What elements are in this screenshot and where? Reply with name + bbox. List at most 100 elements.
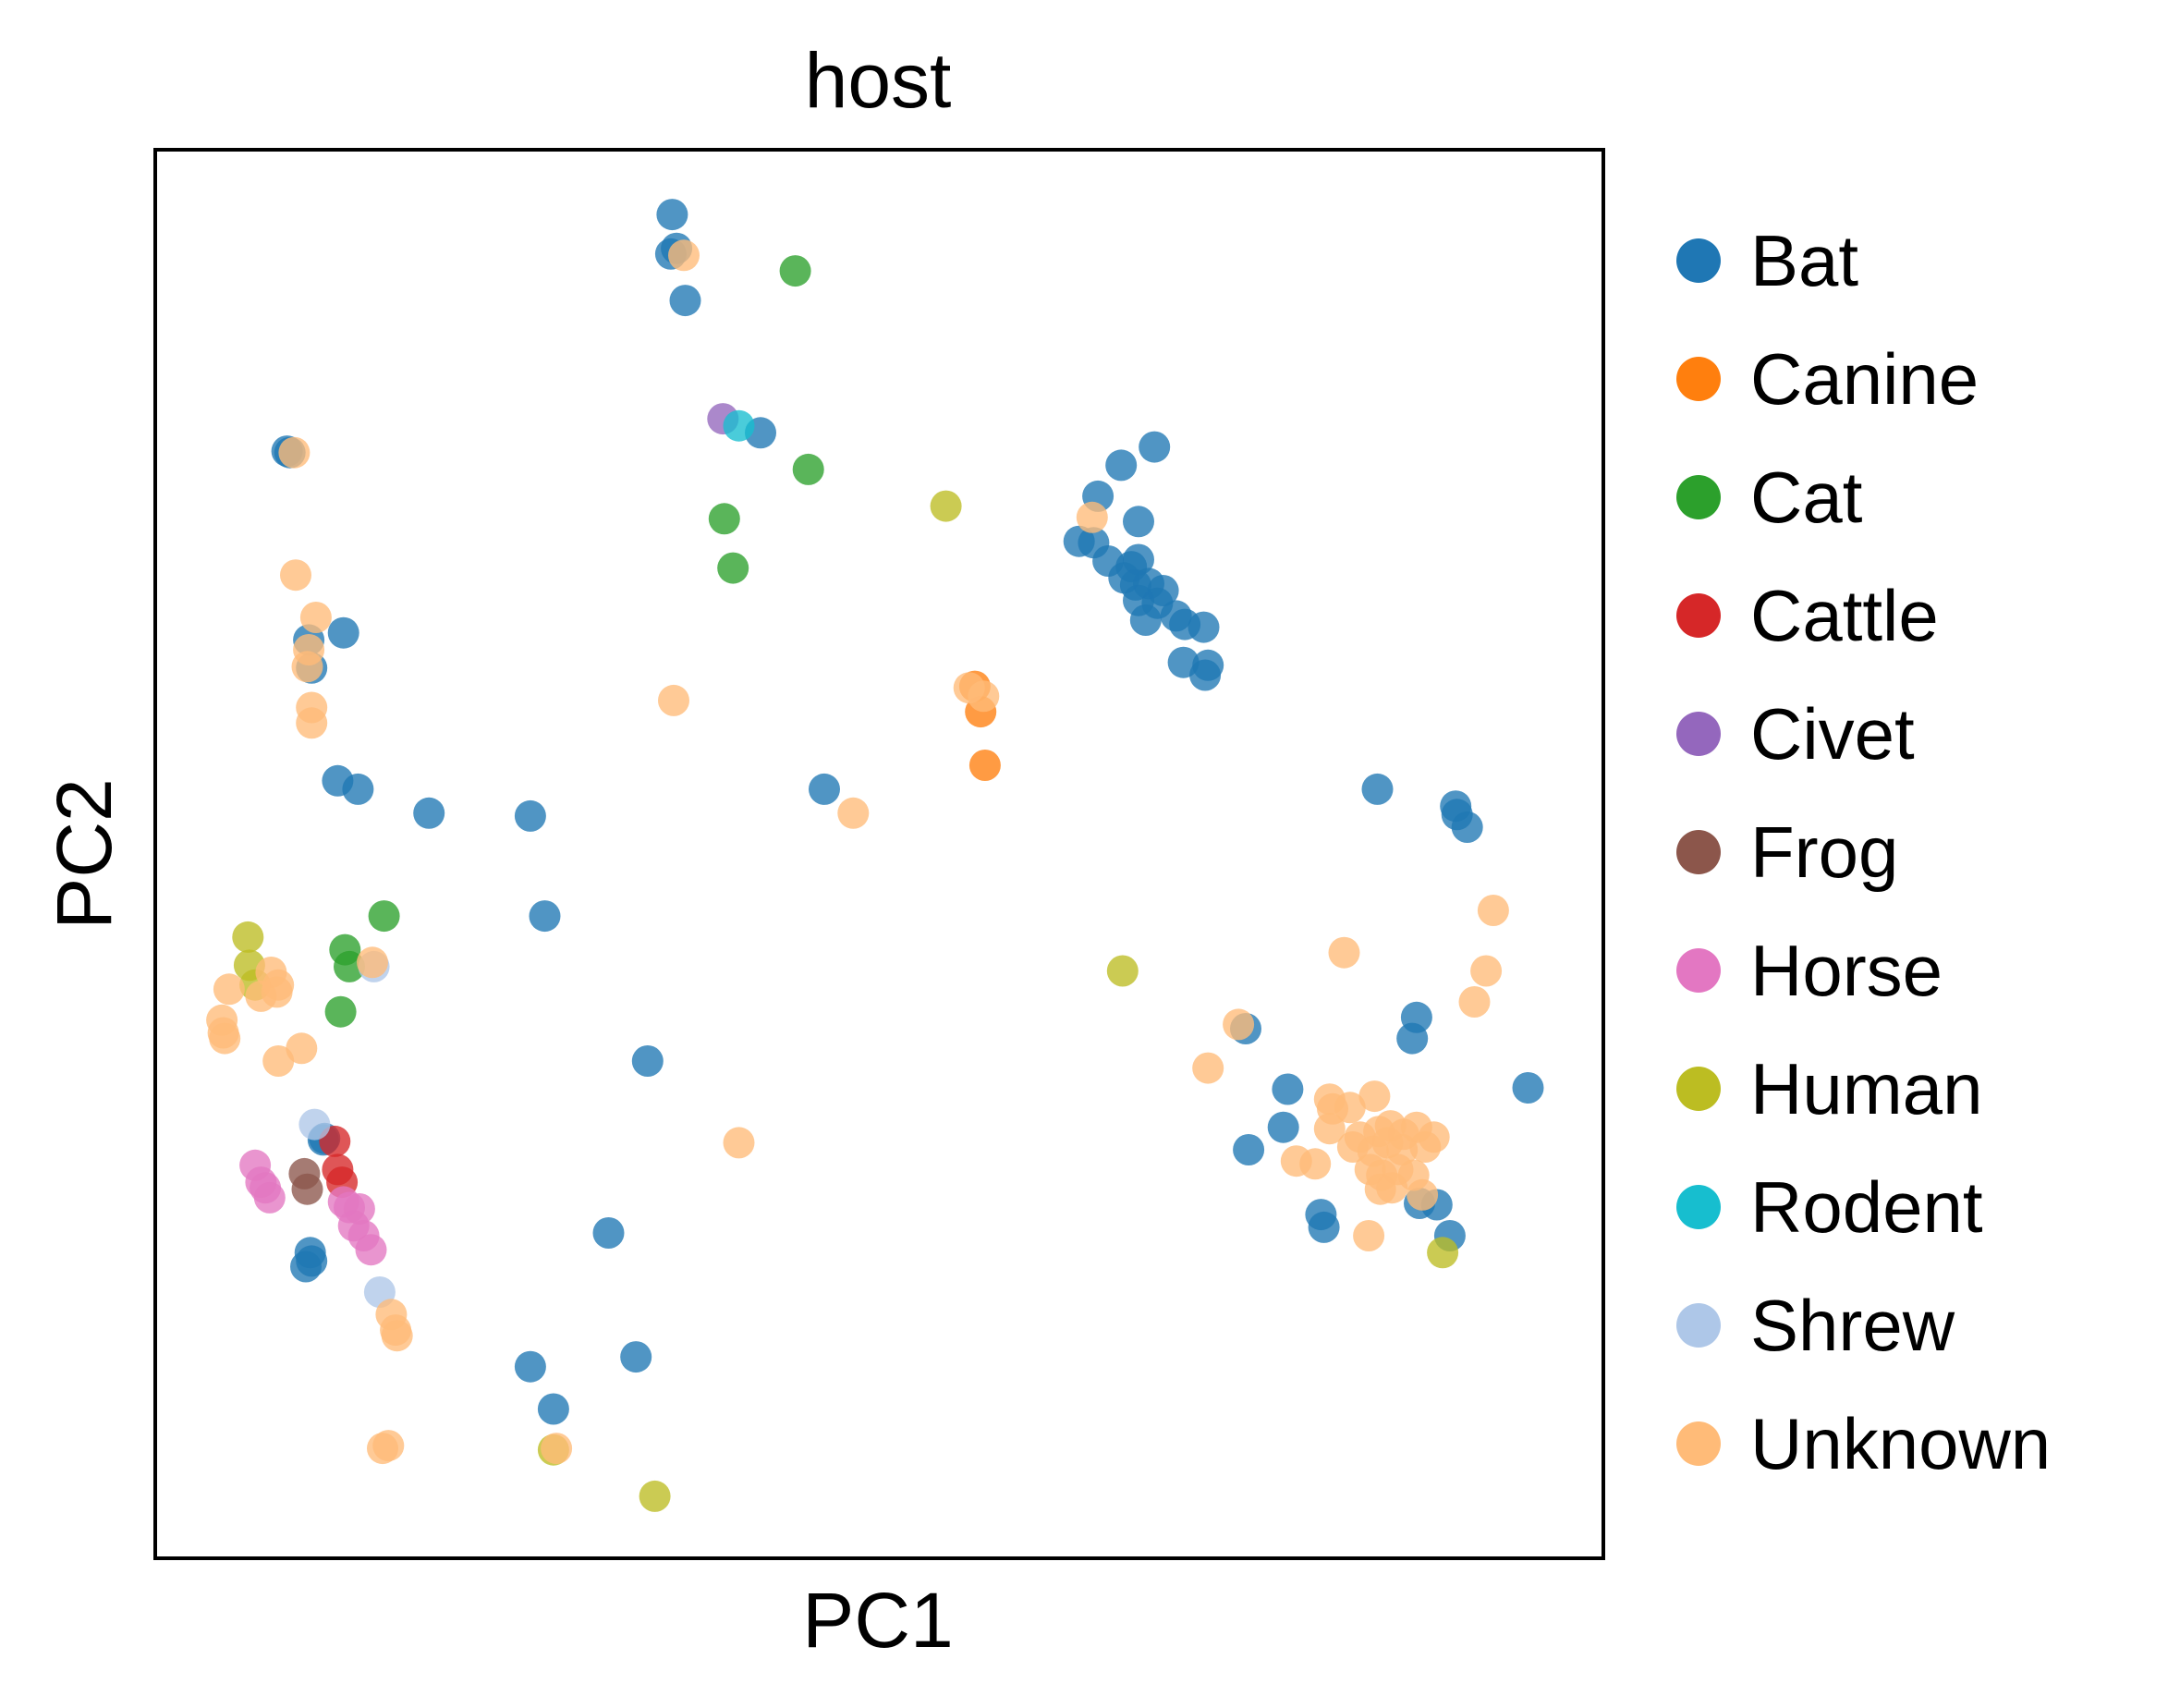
point-bat-26 (1105, 449, 1138, 482)
point-frog-1 (291, 1173, 323, 1205)
legend-label-cattle: Cattle (1750, 575, 1939, 656)
point-unknown-54 (1299, 1148, 1332, 1180)
legend: Bat Canine Cat Cattle Civet Frog Horse Human Rod… (1676, 220, 2051, 1484)
point-bat-14 (529, 900, 561, 933)
point-unknown-10 (968, 680, 1000, 713)
legend-label-unknown: Unknown (1750, 1403, 2051, 1484)
point-cat-1 (792, 453, 824, 485)
point-unknown-22 (286, 1032, 318, 1065)
point-unknown-1 (278, 436, 311, 469)
point-human-4 (1106, 955, 1139, 987)
point-bat-58 (1233, 1134, 1265, 1165)
x-axis-label: PC1 (802, 1577, 953, 1664)
point-bat-7 (327, 616, 359, 649)
point-human-1 (232, 921, 264, 953)
point-bat-57 (1267, 1111, 1299, 1143)
point-human-5 (1427, 1237, 1459, 1269)
point-unknown-12 (837, 797, 870, 829)
point-bat-51 (1451, 811, 1483, 843)
point-bat-12 (413, 797, 445, 829)
legend-marker-bat (1676, 238, 1721, 283)
point-human-0 (930, 490, 962, 522)
legend-marker-canine (1676, 357, 1721, 401)
point-unknown-39 (1358, 1080, 1391, 1113)
legend-marker-horse (1676, 948, 1721, 993)
legend-label-bat: Bat (1750, 220, 1858, 301)
point-unknown-3 (299, 602, 332, 633)
point-unknown-32 (1470, 955, 1503, 987)
point-bat-3 (669, 285, 701, 317)
point-horse-3 (253, 1181, 286, 1214)
point-bat-15 (631, 1045, 664, 1077)
legend-marker-human (1676, 1067, 1721, 1111)
point-unknown-33 (1328, 936, 1360, 969)
point-bat-0 (656, 199, 688, 231)
point-cat-0 (779, 255, 811, 287)
point-rodent-0 (723, 409, 755, 442)
point-unknown-30 (541, 1433, 573, 1465)
point-unknown-62 (1353, 1220, 1385, 1251)
points-layer (206, 199, 1544, 1512)
legend-label-shrew: Shrew (1750, 1285, 1955, 1366)
point-unknown-17 (213, 973, 245, 1006)
point-unknown-18 (245, 980, 277, 1012)
legend-label-rodent: Rodent (1750, 1166, 1983, 1248)
point-cat-3 (717, 552, 749, 584)
point-bat-22 (537, 1393, 569, 1425)
legend-label-canine: Canine (1750, 338, 1979, 420)
point-unknown-60 (1407, 1178, 1439, 1211)
legend-marker-cat (1676, 475, 1721, 519)
point-unknown-0 (668, 239, 700, 272)
point-unknown-13 (357, 946, 388, 979)
point-horse-9 (355, 1234, 387, 1266)
legend-marker-rodent (1676, 1185, 1721, 1229)
point-shrew-0 (298, 1108, 331, 1141)
point-unknown-52 (1409, 1131, 1442, 1163)
legend-marker-shrew (1676, 1303, 1721, 1348)
point-unknown-7 (296, 707, 328, 739)
point-bat-11 (342, 773, 374, 805)
point-unknown-27 (381, 1320, 413, 1352)
point-unknown-35 (1223, 1008, 1255, 1041)
point-bat-21 (514, 1350, 546, 1383)
point-bat-53 (1396, 1022, 1429, 1055)
legend-label-horse: Horse (1750, 930, 1943, 1011)
legend-marker-cattle (1676, 593, 1721, 638)
point-bat-44 (1188, 611, 1220, 643)
point-unknown-31 (1477, 895, 1509, 926)
point-unknown-34 (1458, 986, 1491, 1018)
point-unknown-2 (280, 559, 311, 592)
legend-marker-civet (1676, 712, 1721, 756)
legend-marker-frog (1676, 830, 1721, 874)
point-canine-2 (968, 750, 1001, 781)
y-axis-label: PC2 (41, 778, 128, 929)
legend-label-human: Human (1750, 1048, 1982, 1129)
point-unknown-36 (1192, 1052, 1224, 1084)
point-unknown-23 (262, 1045, 295, 1077)
legend-label-cat: Cat (1750, 457, 1863, 538)
point-bat-48 (1361, 773, 1394, 805)
point-bat-28 (1139, 431, 1171, 463)
point-cat-2 (708, 503, 740, 535)
point-bat-60 (1308, 1211, 1340, 1243)
point-bat-13 (514, 799, 546, 832)
point-bat-56 (1272, 1073, 1304, 1105)
point-bat-25 (809, 773, 840, 805)
point-human-7 (639, 1480, 671, 1512)
point-unknown-21 (209, 1022, 241, 1055)
point-unknown-24 (723, 1127, 755, 1159)
point-bat-23 (620, 1341, 652, 1373)
point-cat-7 (324, 995, 357, 1028)
plot-frame (153, 148, 1605, 1560)
chart-title: host (805, 37, 952, 124)
point-unknown-29 (372, 1430, 405, 1462)
point-bat-16 (592, 1217, 625, 1249)
legend-marker-unknown (1676, 1421, 1721, 1466)
legend-label-frog: Frog (1750, 811, 1898, 893)
point-bat-29 (1123, 506, 1154, 538)
point-unknown-61 (1376, 1172, 1408, 1204)
point-bat-42 (1129, 604, 1162, 636)
point-bat-54 (1512, 1072, 1544, 1104)
legend-label-civet: Civet (1750, 693, 1915, 775)
